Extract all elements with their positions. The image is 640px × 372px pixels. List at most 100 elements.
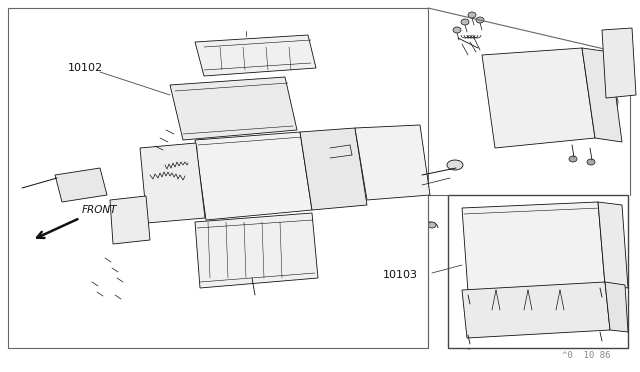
Ellipse shape [609,315,625,329]
Ellipse shape [594,116,618,136]
Ellipse shape [608,37,628,53]
Ellipse shape [307,53,313,57]
Circle shape [156,159,168,171]
Ellipse shape [520,306,536,318]
Ellipse shape [604,210,624,226]
Polygon shape [55,168,107,202]
Ellipse shape [428,222,436,228]
Ellipse shape [170,226,180,234]
Ellipse shape [608,65,628,81]
Ellipse shape [163,218,173,226]
Ellipse shape [609,302,625,316]
Ellipse shape [466,298,494,318]
Polygon shape [602,28,636,98]
Ellipse shape [604,233,624,249]
Polygon shape [605,282,628,332]
Ellipse shape [512,219,542,257]
Ellipse shape [117,276,123,280]
Circle shape [148,151,176,179]
Ellipse shape [370,151,414,175]
Ellipse shape [206,95,214,101]
Ellipse shape [252,295,260,301]
Circle shape [158,196,182,220]
Ellipse shape [516,88,560,116]
Ellipse shape [594,92,618,112]
Ellipse shape [587,159,595,165]
Ellipse shape [552,306,568,318]
Ellipse shape [126,187,134,193]
Text: 10102: 10102 [68,63,103,73]
Ellipse shape [237,53,243,57]
Ellipse shape [202,151,228,185]
Ellipse shape [546,219,576,257]
Ellipse shape [488,306,504,318]
Ellipse shape [476,17,484,23]
Ellipse shape [247,102,269,118]
Text: FRONT: FRONT [82,205,118,215]
Polygon shape [300,128,367,210]
Polygon shape [355,125,430,200]
Polygon shape [110,196,150,244]
Ellipse shape [609,289,625,303]
Circle shape [121,224,133,236]
Ellipse shape [265,53,271,57]
Ellipse shape [562,298,590,318]
Ellipse shape [187,102,209,118]
Ellipse shape [598,340,604,346]
Polygon shape [598,202,628,288]
Ellipse shape [111,231,117,235]
Ellipse shape [516,64,560,92]
Ellipse shape [598,296,604,302]
Ellipse shape [92,280,98,284]
Ellipse shape [478,219,508,257]
Ellipse shape [321,183,349,201]
Ellipse shape [485,340,495,348]
Ellipse shape [97,290,103,294]
Ellipse shape [447,160,463,170]
Ellipse shape [167,130,173,134]
Ellipse shape [604,256,624,272]
Ellipse shape [232,151,258,185]
Ellipse shape [468,12,476,18]
Ellipse shape [608,51,628,67]
Polygon shape [195,213,318,288]
Ellipse shape [293,53,299,57]
Ellipse shape [246,95,254,101]
Polygon shape [448,195,628,348]
Text: ^0  10 86: ^0 10 86 [562,351,610,360]
Ellipse shape [453,27,461,33]
Ellipse shape [176,95,184,101]
Text: 10103: 10103 [383,270,418,280]
Ellipse shape [205,53,211,57]
Ellipse shape [370,169,414,193]
Ellipse shape [262,151,288,185]
Circle shape [124,207,130,213]
Ellipse shape [217,102,239,118]
Ellipse shape [461,19,469,25]
Circle shape [165,203,175,213]
Ellipse shape [498,298,526,318]
Polygon shape [140,143,205,223]
Polygon shape [462,202,605,292]
Ellipse shape [111,213,117,217]
Ellipse shape [370,133,414,157]
Ellipse shape [11,183,25,193]
Ellipse shape [111,240,117,244]
Polygon shape [195,132,312,220]
Ellipse shape [115,293,121,297]
Circle shape [119,202,135,218]
Ellipse shape [276,95,284,101]
Ellipse shape [112,266,118,270]
Circle shape [15,185,21,191]
Ellipse shape [516,112,560,140]
Ellipse shape [608,79,628,95]
Ellipse shape [161,138,167,142]
Ellipse shape [156,146,162,150]
Ellipse shape [244,25,250,31]
Ellipse shape [131,172,139,178]
Ellipse shape [105,256,111,260]
Polygon shape [582,48,622,142]
Polygon shape [195,35,316,76]
Polygon shape [8,8,428,348]
Polygon shape [482,48,595,148]
